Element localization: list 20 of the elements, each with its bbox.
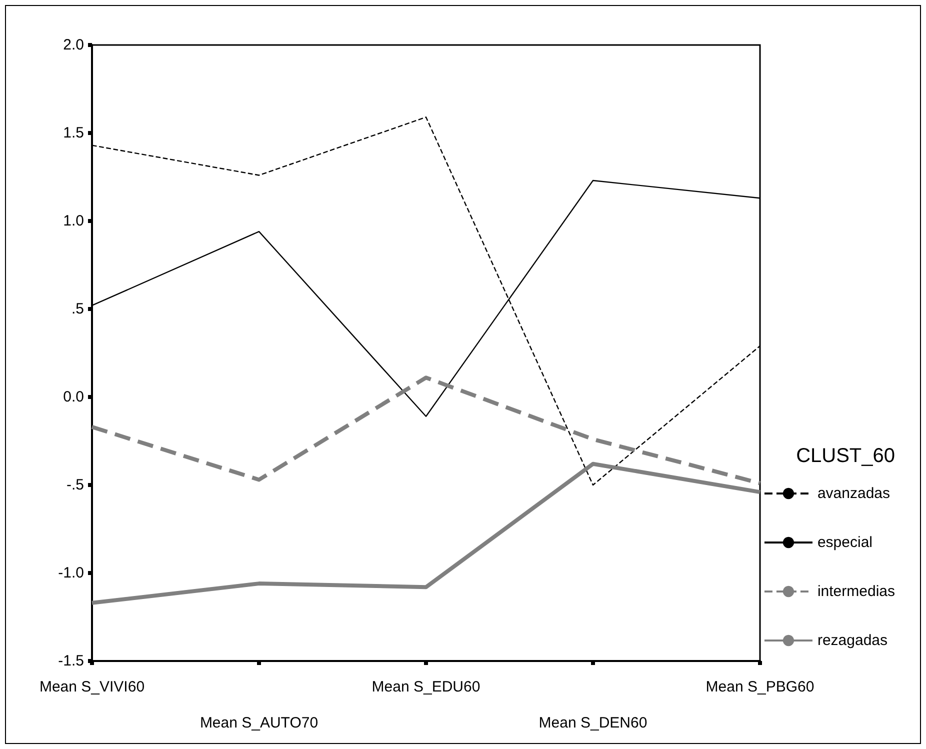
line-series (90, 376, 762, 486)
y-tick-label: 2.0 (63, 36, 84, 54)
y-tick-label: 1.0 (63, 212, 84, 230)
y-tick-label: 1.5 (63, 124, 84, 142)
y-tick-label: -.5 (66, 476, 84, 494)
x-tick-label: Mean S_VIVI60 (39, 678, 145, 696)
legend-label: avanzadas (817, 485, 890, 502)
y-tick-label: .5 (71, 300, 84, 318)
legend-label: especial (817, 534, 873, 551)
legend-label: rezagadas (817, 632, 888, 649)
x-tick-label: Mean S_DEN60 (538, 714, 648, 732)
legend-label: intermedias (817, 583, 896, 600)
line-series (90, 462, 762, 605)
y-tick-label: -1.5 (58, 652, 84, 670)
legend-title: CLUST_60 (796, 445, 895, 467)
x-tick-label: Mean S_PBG60 (706, 678, 814, 696)
y-tick-label: -1.0 (58, 564, 84, 582)
x-tick-label: Mean S_EDU60 (372, 678, 480, 696)
x-tick-label: Mean S_AUTO70 (200, 714, 318, 732)
y-tick-label: 0.0 (63, 388, 84, 406)
